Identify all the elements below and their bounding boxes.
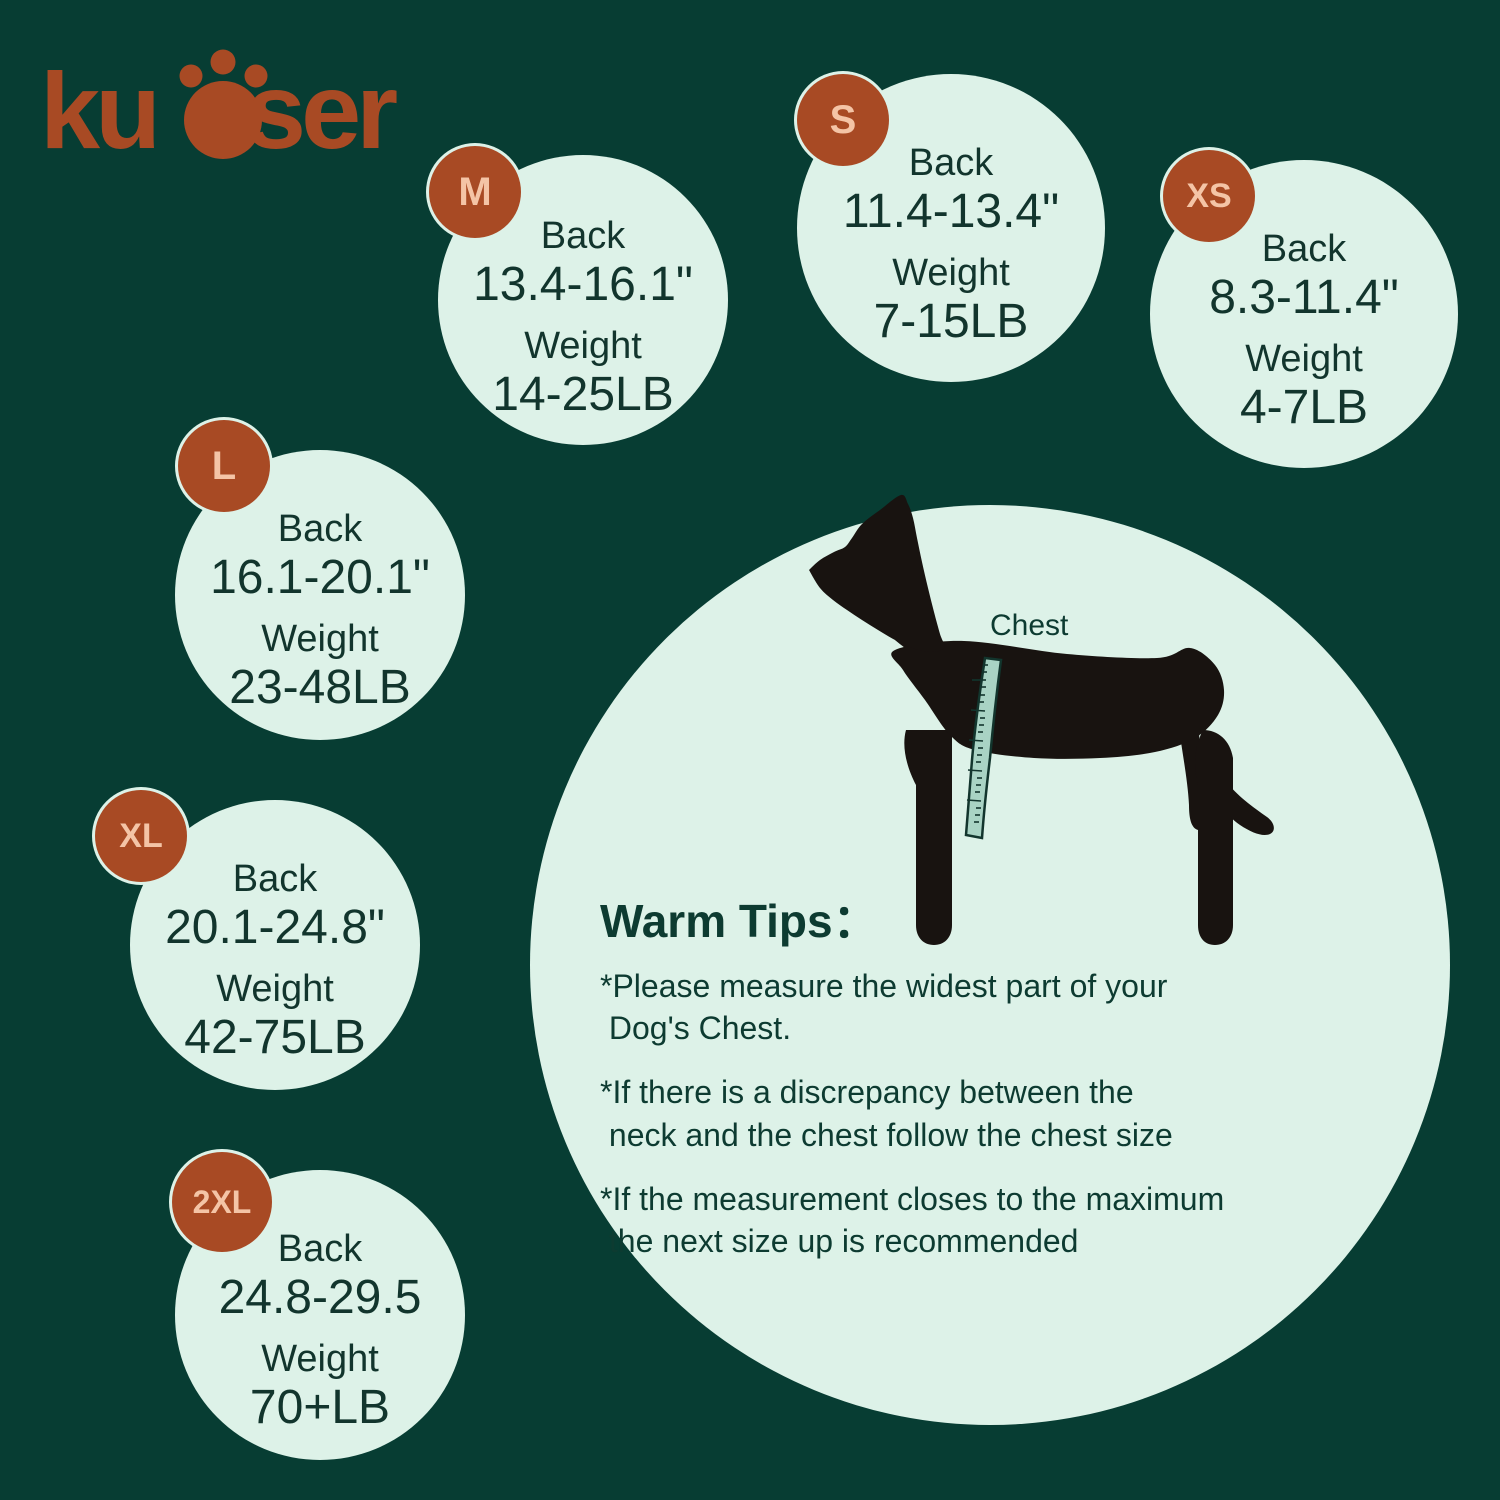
svg-text:ku: ku: [40, 50, 156, 171]
svg-text:ser: ser: [246, 50, 397, 171]
svg-text:Chest: Chest: [990, 609, 1069, 642]
